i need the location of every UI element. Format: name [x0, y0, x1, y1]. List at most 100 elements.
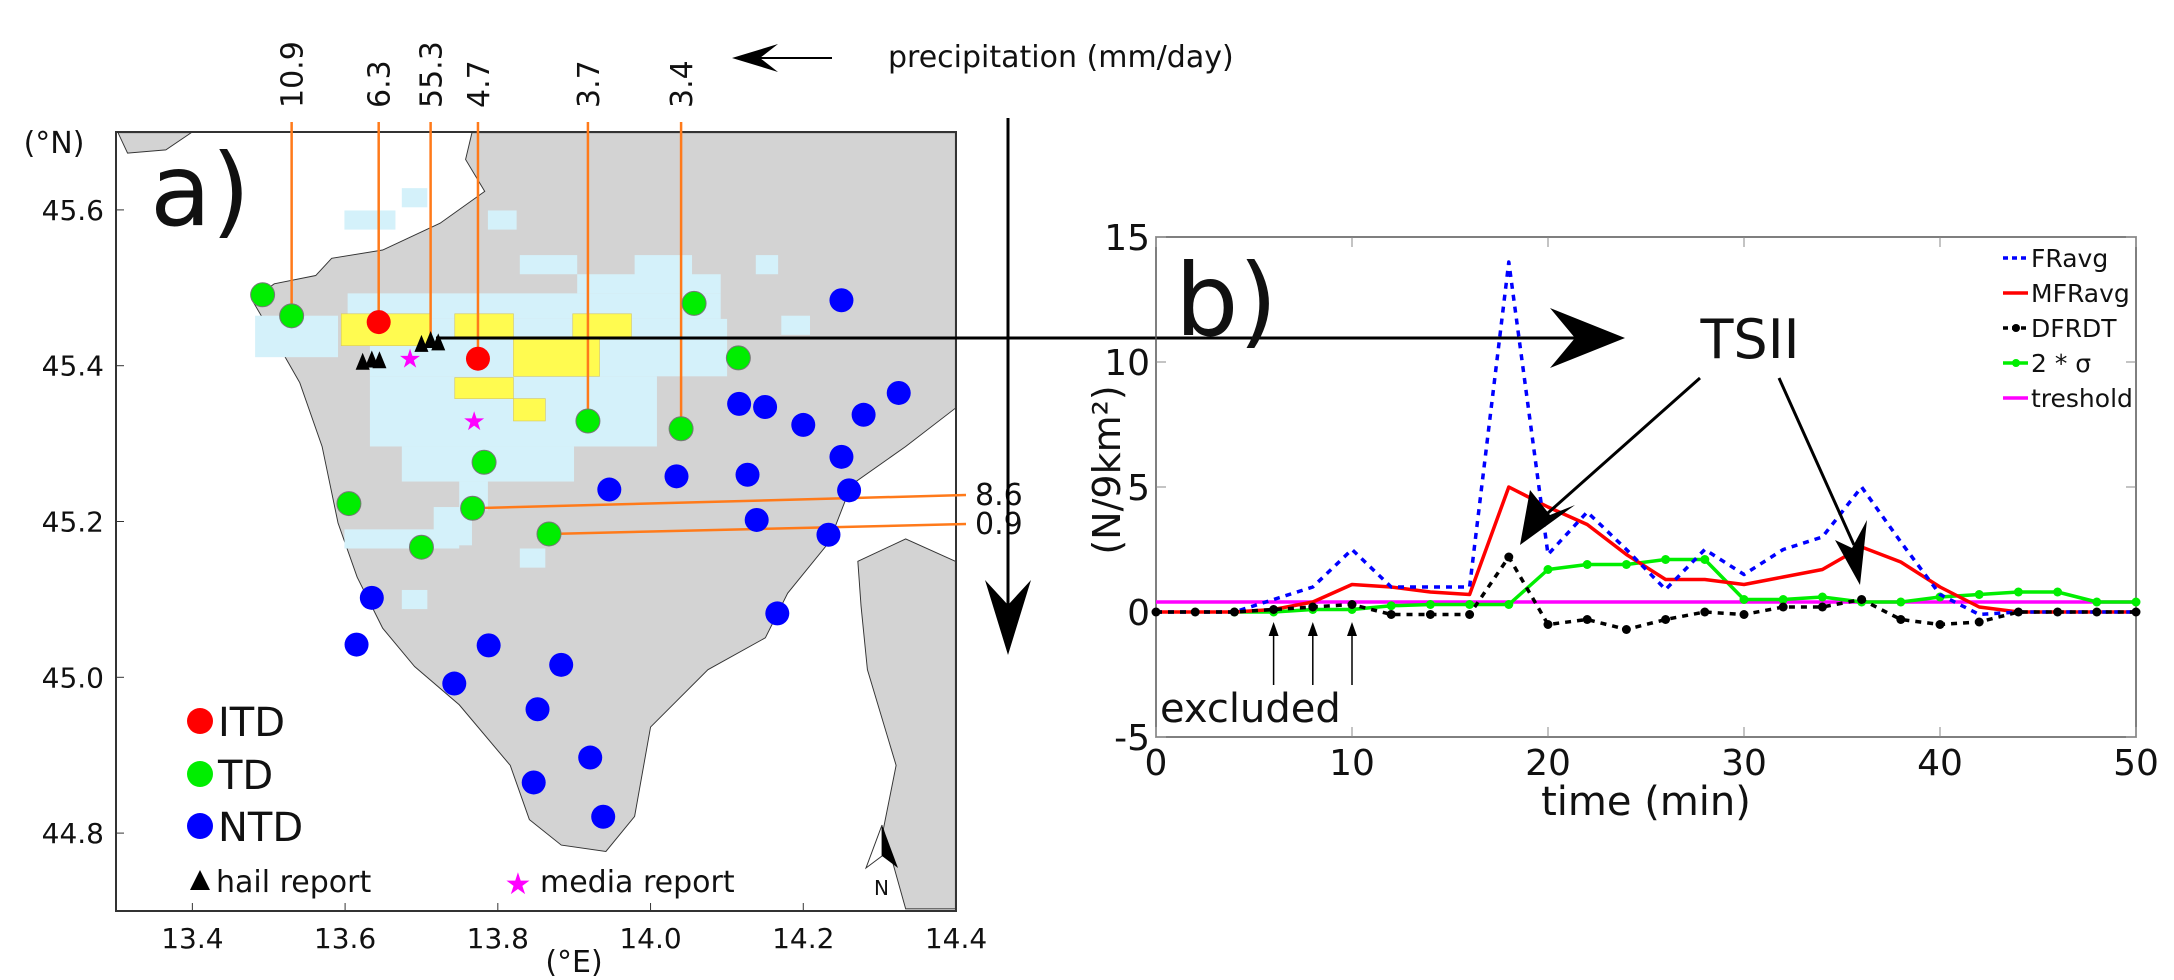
data-point-2: [1582, 560, 1592, 569]
itd-station-marker: [465, 346, 490, 371]
legend-itd: ITD: [218, 700, 285, 746]
precip-leader-lines: 10.9 6.3 55.3 4.7 3.7 3.4 8.60.9: [276, 41, 1023, 542]
data-point-2: [1778, 595, 1788, 604]
data-point-dfrdt: [1857, 595, 1867, 604]
legend-hail: hail report: [216, 865, 371, 900]
data-point-2: [1504, 600, 1514, 609]
data-point-dfrdt: [1543, 620, 1553, 629]
map-panel: 13.4 13.6 13.8 14.0 14.2 14.4 45.6 45.4 45.2 45.0…: [24, 40, 1234, 980]
ntd-station-marker: [442, 671, 467, 696]
data-point-dfrdt: [1190, 607, 1200, 617]
stations: ★★: [250, 282, 911, 829]
legend-media: media report: [540, 865, 735, 900]
td-legend-marker: [187, 761, 213, 787]
td-station-marker: [575, 408, 601, 434]
data-point-2: [1465, 600, 1475, 609]
data-point-2: [1896, 597, 1906, 607]
chart-legend: FRavg MFRavg DFRDT 2 * σ treshold: [2003, 244, 2133, 413]
legend-ntd: NTD: [218, 805, 303, 851]
map-axis-ticks: 13.4 13.6 13.8 14.0 14.2 14.4 45.6 45.4 45.2 45.0…: [42, 194, 988, 955]
td-station-marker: [460, 495, 486, 521]
td-station-marker: [536, 521, 562, 547]
ntd-station-marker: [735, 462, 760, 487]
data-point-2: [2092, 597, 2102, 607]
lat-tick-label: 45.0: [42, 661, 104, 694]
data-point-dfrdt: [2053, 607, 2063, 617]
precip-value-label: 4.7: [462, 60, 497, 108]
data-point-dfrdt: [1347, 600, 1357, 609]
data-point-dfrdt: [2131, 607, 2141, 617]
data-point-dfrdt: [1504, 552, 1514, 562]
x-tick-label: 40: [1917, 743, 1963, 784]
data-point-dfrdt: [1465, 610, 1475, 619]
y-tick-label: 5: [1127, 468, 1150, 509]
panel-b-label: b): [1175, 242, 1278, 359]
precip-value-label: 55.3: [415, 41, 450, 108]
lon-tick-label: 13.8: [467, 922, 529, 955]
data-point-dfrdt: [1621, 625, 1631, 634]
precip-caption: precipitation (mm/day): [888, 40, 1234, 75]
td-station-marker: [408, 534, 434, 560]
ntd-station-marker: [521, 770, 546, 795]
lon-tick-label: 13.6: [314, 922, 376, 955]
north-arrow-icon: N: [864, 824, 898, 900]
map-legend: ITD TD NTD hail report ★ media report: [187, 700, 735, 902]
north-label: N: [874, 876, 889, 900]
data-point-dfrdt: [1817, 602, 1827, 612]
ntd-station-marker: [344, 632, 369, 657]
lat-tick-label: 45.4: [42, 350, 104, 383]
data-point-dfrdt: [1425, 610, 1435, 619]
data-point-dfrdt: [1269, 605, 1279, 614]
td-station-marker: [250, 282, 276, 308]
data-point-2: [1621, 560, 1631, 569]
td-station-marker: [336, 491, 362, 517]
ntd-station-marker: [591, 804, 616, 829]
series-line-2: [1234, 557, 2136, 614]
data-point-dfrdt: [1778, 602, 1788, 612]
td-station-marker: [668, 416, 694, 442]
data-point-dfrdt: [2092, 607, 2102, 617]
tsii-annotation: TSII: [1699, 308, 1799, 371]
data-point-dfrdt: [1308, 602, 1318, 612]
lon-tick-label: 14.2: [772, 922, 834, 955]
legend-td: TD: [217, 753, 273, 799]
chart-frame: [1155, 236, 2137, 738]
lat-tick-label: 45.2: [42, 506, 104, 539]
itd-station-marker: [366, 310, 391, 335]
excluded-arrows: [1268, 622, 1357, 685]
ntd-station-marker: [791, 412, 816, 437]
data-point-dfrdt: [1700, 607, 1710, 617]
ntd-station-marker: [664, 464, 689, 489]
data-point-2: [1661, 555, 1671, 564]
data-point-2: [1543, 565, 1553, 574]
excluded-arrowhead-icon: [1307, 622, 1318, 636]
data-point-2: [2053, 587, 2063, 597]
lon-tick-label: 14.4: [925, 922, 987, 955]
x-tick-label: 10: [1329, 743, 1375, 784]
data-point-dfrdt: [1229, 607, 1239, 617]
ntd-station-marker: [851, 402, 876, 427]
ntd-station-marker: [829, 444, 854, 469]
data-point-dfrdt: [1661, 615, 1671, 624]
ntd-station-marker: [525, 697, 550, 722]
precip-caption-arrow-icon: [732, 44, 832, 72]
y-tick-label: 10: [1104, 343, 1150, 384]
lat-tick-label: 44.8: [42, 817, 104, 850]
precip-value-label: 3.7: [572, 60, 607, 108]
data-point-dfrdt: [2013, 607, 2023, 617]
y-tick-label: -5: [1114, 718, 1150, 759]
hail-report-icon: [431, 333, 446, 351]
y-tick-label: 15: [1104, 218, 1150, 259]
legend-label: 2 * σ: [2031, 349, 2091, 378]
td-station-marker: [725, 345, 751, 371]
precip-value-label: 8.6: [975, 478, 1023, 513]
precip-value-label: 10.9: [276, 41, 311, 108]
excluded-arrowhead-icon: [1347, 622, 1357, 636]
ntd-station-marker: [549, 652, 574, 677]
cres-island: [857, 538, 956, 910]
ntd-station-marker: [597, 477, 622, 502]
data-point-2: [1817, 592, 1827, 602]
td-station-marker: [471, 449, 497, 475]
